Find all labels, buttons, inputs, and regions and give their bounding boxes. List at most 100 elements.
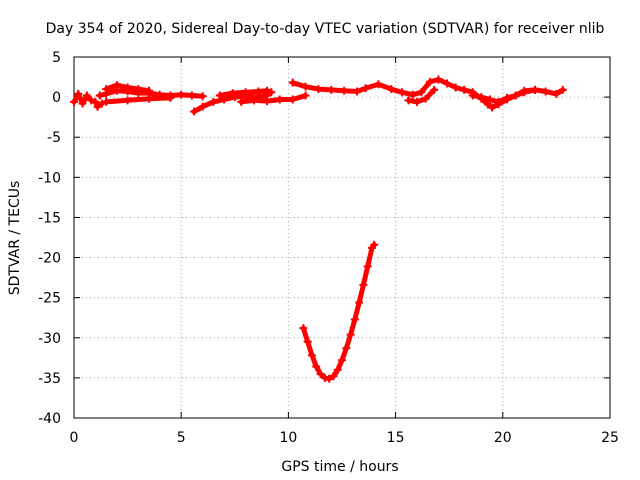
data-point <box>483 100 492 109</box>
data-point <box>355 298 364 307</box>
series-trace-3 <box>102 81 154 95</box>
y-tick-label: 5 <box>52 50 61 66</box>
data-point <box>350 315 359 324</box>
data-point <box>123 83 132 92</box>
data-point <box>434 75 443 84</box>
data-point <box>417 88 426 97</box>
y-tick-label: -20 <box>38 251 61 267</box>
y-tick-label: 0 <box>52 90 61 106</box>
data-point <box>374 80 383 89</box>
data-point <box>404 96 413 105</box>
x-tick-label: 10 <box>279 430 297 446</box>
data-point <box>145 86 154 95</box>
data-point <box>494 97 503 106</box>
data-point <box>187 91 196 100</box>
data-point <box>342 344 351 353</box>
data-point <box>312 362 321 371</box>
data-point <box>198 102 207 111</box>
data-point <box>327 85 336 94</box>
series-line <box>300 242 377 382</box>
y-tick-label: -25 <box>38 291 61 307</box>
y-tick-label: -35 <box>38 371 61 387</box>
data-point <box>468 91 477 100</box>
y-tick-label: -5 <box>47 130 61 146</box>
x-tick-label: 5 <box>177 430 186 446</box>
data-point <box>134 85 143 94</box>
data-point <box>477 93 486 102</box>
data-point <box>198 92 207 101</box>
data-point <box>102 85 111 94</box>
data-point <box>398 88 407 97</box>
data-point <box>413 97 422 106</box>
data-point <box>421 94 430 103</box>
data-point <box>485 95 494 104</box>
y-tick-label: -30 <box>38 331 61 347</box>
data-point <box>325 374 334 383</box>
data-point <box>177 90 186 99</box>
data-point <box>112 81 121 90</box>
series-trace-4 <box>102 93 175 106</box>
data-point <box>353 87 362 96</box>
data-point <box>338 356 346 365</box>
series-trace-10 <box>468 85 539 106</box>
data-point <box>460 85 469 94</box>
data-point <box>314 85 323 94</box>
data-point <box>228 89 237 98</box>
series-trace-11 <box>299 240 379 383</box>
data-point <box>363 262 372 271</box>
data-point <box>262 97 271 106</box>
plot-frame <box>73 56 611 419</box>
x-tick-labels: 0 5 10 15 20 25 <box>70 430 619 446</box>
data-point <box>359 280 368 289</box>
data-point <box>503 93 512 102</box>
series-trace-6 <box>215 86 276 100</box>
data-point <box>241 88 250 97</box>
chart-title: Day 354 of 2020, Sidereal Day-to-day VTE… <box>46 21 605 37</box>
data-point <box>288 95 297 104</box>
x-tick-label: 15 <box>387 430 405 446</box>
data-point <box>346 330 355 339</box>
data-point <box>190 107 199 116</box>
data-point <box>91 97 100 106</box>
data-point <box>262 86 271 95</box>
data-point <box>215 91 224 100</box>
data-point <box>74 89 83 98</box>
data-point <box>301 82 310 91</box>
series-line <box>103 95 173 105</box>
y-tick-label: -10 <box>38 170 61 186</box>
data-point <box>209 97 218 106</box>
data-point <box>530 85 539 94</box>
data-point <box>370 240 379 249</box>
data-point <box>166 93 175 102</box>
data-point <box>329 372 338 381</box>
data-point <box>254 87 263 96</box>
series-trace-7 <box>237 91 310 106</box>
data-point <box>340 86 349 95</box>
data-point <box>361 84 370 93</box>
data-point <box>488 103 497 112</box>
grid-lines <box>74 57 610 418</box>
data-point <box>541 87 550 96</box>
data-point <box>70 97 78 106</box>
data-point <box>102 97 111 106</box>
data-point <box>558 85 567 94</box>
data-point <box>145 94 154 103</box>
data-point <box>333 365 342 374</box>
data-point <box>267 88 276 97</box>
data-point <box>123 96 132 105</box>
data-point <box>237 97 246 106</box>
data-point <box>307 351 316 360</box>
data-point <box>275 95 284 104</box>
data-point <box>82 91 91 100</box>
data-point <box>451 83 460 92</box>
data-point <box>250 96 259 105</box>
data-point <box>87 96 96 105</box>
data-point <box>520 88 529 97</box>
data-point <box>430 85 439 94</box>
data-point <box>301 91 310 100</box>
series-trace-9 <box>404 85 439 106</box>
data-point <box>95 91 104 100</box>
data-point <box>408 90 417 99</box>
data-point <box>443 79 452 88</box>
